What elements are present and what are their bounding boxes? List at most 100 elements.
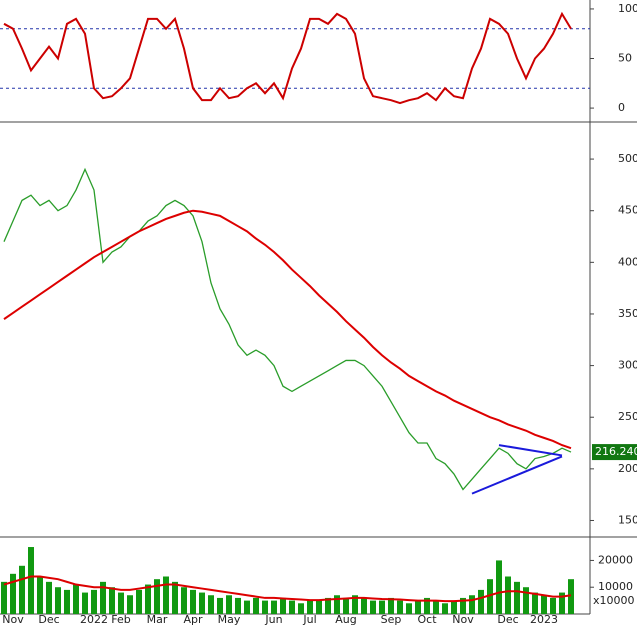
x-tick-label: Oct xyxy=(417,613,437,626)
x-tick-label: May xyxy=(218,613,241,626)
x-tick-label: Aug xyxy=(335,613,356,626)
volume-bar xyxy=(109,587,115,614)
volume-bar xyxy=(199,592,205,614)
volume-bar xyxy=(379,600,385,614)
volume-bar xyxy=(46,581,52,614)
series-line xyxy=(3,11,572,105)
volume-bar xyxy=(37,576,43,614)
volume-bar xyxy=(307,600,313,614)
volume-bar xyxy=(478,589,484,614)
y-tick-label: 0 xyxy=(618,101,625,114)
volume-bar xyxy=(433,600,439,614)
trendline xyxy=(498,444,563,457)
volume-bar xyxy=(406,603,412,614)
volume-bar xyxy=(154,579,160,614)
volume-bar xyxy=(442,603,448,614)
volume-bar xyxy=(460,597,466,614)
x-tick-label: Dec xyxy=(38,613,59,626)
volume-bar xyxy=(73,584,79,614)
volume-bar xyxy=(163,576,169,614)
volume-bar xyxy=(451,600,457,614)
trendline xyxy=(471,455,563,495)
volume-bar xyxy=(532,592,538,614)
x-tick-label: Apr xyxy=(183,613,203,626)
y-tick-label: 100 xyxy=(618,2,637,15)
volume-bar xyxy=(235,597,241,614)
volume-bar xyxy=(100,581,106,614)
volume-bar xyxy=(298,603,304,614)
volume-bar xyxy=(397,600,403,614)
volume-bar xyxy=(550,597,556,614)
volume-bar xyxy=(424,597,430,614)
volume-bar xyxy=(334,595,340,614)
price-tag xyxy=(592,444,637,461)
volume-bar xyxy=(316,600,322,614)
volume-bar xyxy=(262,600,268,614)
series-line xyxy=(3,209,572,450)
x-tick-label: Jul xyxy=(302,613,316,626)
y-tick-label: 450 xyxy=(618,204,637,217)
x-tick-label: Mar xyxy=(147,613,168,626)
volume-bar xyxy=(208,595,214,614)
y-tick-label: 10000 xyxy=(598,580,633,593)
volume-bar xyxy=(559,592,565,614)
volume-bar xyxy=(28,547,34,614)
volume-bar xyxy=(1,581,7,614)
volume-bar xyxy=(91,589,97,614)
unit-label: x10000 xyxy=(593,594,635,607)
y-tick-label: 350 xyxy=(618,307,637,320)
volume-bar xyxy=(388,597,394,614)
x-tick-label: Nov xyxy=(2,613,24,626)
volume-bar xyxy=(568,579,574,614)
volume-bar xyxy=(523,587,529,614)
volume-bar xyxy=(118,592,124,614)
series-line xyxy=(3,575,572,603)
y-tick-label: 250 xyxy=(618,410,637,423)
volume-bar xyxy=(253,597,259,614)
price-label: 216.240 xyxy=(595,445,637,458)
volume-bar xyxy=(370,600,376,614)
series-line xyxy=(3,167,572,491)
y-tick-label: 50 xyxy=(618,52,632,65)
volume-bar xyxy=(172,581,178,614)
volume-bar xyxy=(64,589,70,614)
x-tick-label: Feb xyxy=(111,613,130,626)
volume-bar xyxy=(514,581,520,614)
volume-bar xyxy=(217,597,223,614)
x-tick-label: Nov xyxy=(452,613,474,626)
volume-bar xyxy=(127,595,133,614)
volume-bar xyxy=(280,597,286,614)
volume-bar xyxy=(19,565,25,614)
volume-bar xyxy=(136,589,142,614)
volume-bar xyxy=(469,595,475,614)
volume-bar xyxy=(325,597,331,614)
y-tick-label: 400 xyxy=(618,255,637,268)
x-tick-label: 2023 xyxy=(530,613,558,626)
x-tick-label: Dec xyxy=(497,613,518,626)
volume-bar xyxy=(10,573,16,614)
y-tick-label: 300 xyxy=(618,359,637,372)
volume-bar xyxy=(415,600,421,614)
volume-bar xyxy=(271,600,277,614)
volume-bar xyxy=(343,597,349,614)
volume-bar xyxy=(289,600,295,614)
volume-bar xyxy=(181,587,187,614)
volume-bar xyxy=(226,595,232,614)
y-tick-label: 20000 xyxy=(598,553,633,566)
y-tick-label: 500 xyxy=(618,152,637,165)
y-tick-label: 150 xyxy=(618,513,637,526)
volume-bar xyxy=(352,595,358,614)
volume-bar xyxy=(505,576,511,614)
volume-bar xyxy=(496,560,502,614)
x-tick-label: Sep xyxy=(381,613,402,626)
x-tick-label: Jun xyxy=(264,613,282,626)
volume-bar xyxy=(55,587,61,614)
volume-bar xyxy=(82,592,88,614)
volume-bar xyxy=(361,597,367,614)
volume-bar xyxy=(190,589,196,614)
volume-bar xyxy=(487,579,493,614)
volume-bar xyxy=(244,600,250,614)
y-tick-label: 200 xyxy=(618,462,637,475)
volume-bar xyxy=(145,584,151,614)
